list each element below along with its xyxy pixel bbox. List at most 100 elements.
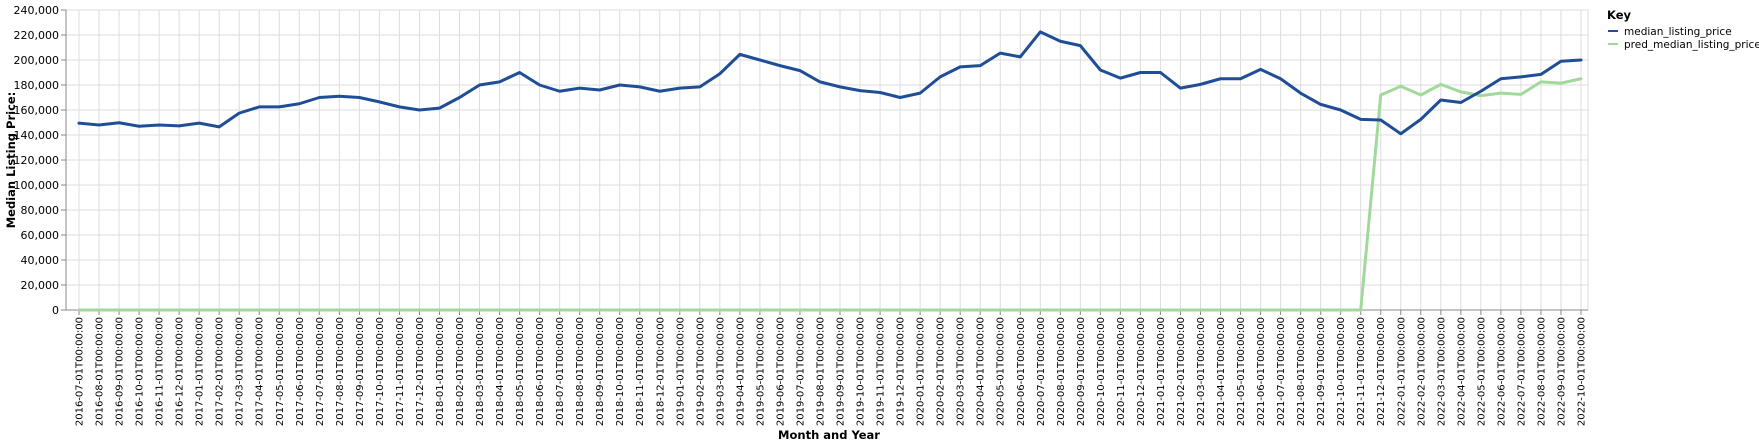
series-pred-median-listing-price <box>77 77 1583 312</box>
data-point <box>999 52 1001 54</box>
data-point <box>418 309 420 311</box>
data-point <box>398 106 400 108</box>
x-tick-label: 2021-05-01T00:00:00 <box>1236 317 1247 426</box>
data-point <box>1360 118 1362 120</box>
data-point <box>619 84 621 86</box>
x-tick-label: 2020-07-01T00:00:00 <box>1036 317 1047 426</box>
data-point <box>799 69 801 71</box>
x-tick-label: 2020-08-01T00:00:00 <box>1056 317 1067 426</box>
data-point <box>759 59 761 61</box>
data-point <box>779 309 781 311</box>
data-point <box>1339 309 1341 311</box>
x-tick-label: 2019-01-01T00:00:00 <box>675 317 686 426</box>
legend-item: median_listing_price <box>1608 26 1732 38</box>
data-point <box>318 309 320 311</box>
data-point <box>879 309 881 311</box>
x-tick-label: 2017-06-01T00:00:00 <box>295 317 306 426</box>
data-point <box>699 309 701 311</box>
x-axis: 2016-07-01T00:00:00 2016-08-01T00:00:00 20… <box>66 309 1588 426</box>
data-point <box>1580 59 1582 61</box>
y-tick-label: 20,000 <box>21 279 60 292</box>
data-point <box>1520 76 1522 78</box>
data-point <box>458 309 460 311</box>
data-point <box>859 309 861 311</box>
x-tick-label: 2018-12-01T00:00:00 <box>655 317 666 426</box>
data-point <box>939 76 941 78</box>
data-point <box>1239 309 1241 311</box>
data-point <box>1380 119 1382 121</box>
data-point <box>558 90 560 92</box>
y-tick-label: 140,000 <box>14 129 60 142</box>
data-point <box>318 96 320 98</box>
data-point <box>278 106 280 108</box>
data-point <box>578 87 580 89</box>
data-point <box>198 309 200 311</box>
data-point <box>98 309 100 311</box>
legend-label: pred_median_listing_price <box>1624 39 1759 51</box>
x-tick-label: 2018-02-01T00:00:00 <box>455 317 466 426</box>
data-point <box>1119 77 1121 79</box>
data-point <box>1299 92 1301 94</box>
y-tick-label: 240,000 <box>14 4 60 17</box>
data-point <box>739 53 741 55</box>
data-point <box>1179 309 1181 311</box>
x-tick-label: 2017-05-01T00:00:00 <box>275 317 286 426</box>
x-tick-label: 2018-08-01T00:00:00 <box>575 317 586 426</box>
data-point <box>1039 31 1041 33</box>
data-point <box>338 95 340 97</box>
x-tick-label: 2018-03-01T00:00:00 <box>475 317 486 426</box>
data-point <box>378 309 380 311</box>
data-point <box>1400 85 1402 87</box>
data-point <box>799 309 801 311</box>
y-tick-label: 160,000 <box>14 104 60 117</box>
x-tick-label: 2019-02-01T00:00:00 <box>695 317 706 426</box>
x-tick-label: 2022-07-01T00:00:00 <box>1516 317 1527 426</box>
x-tick-label: 2017-08-01T00:00:00 <box>335 317 346 426</box>
y-tick-label: 120,000 <box>14 154 60 167</box>
x-tick-label: 2017-10-01T00:00:00 <box>375 317 386 426</box>
data-point <box>258 309 260 311</box>
data-point <box>138 309 140 311</box>
x-tick-label: 2021-08-01T00:00:00 <box>1296 317 1307 426</box>
data-point <box>779 64 781 66</box>
x-tick-label: 2021-06-01T00:00:00 <box>1256 317 1267 426</box>
data-point <box>538 309 540 311</box>
data-point <box>1500 78 1502 80</box>
y-tick-label: 60,000 <box>21 229 60 242</box>
x-tick-label: 2019-12-01T00:00:00 <box>896 317 907 426</box>
data-point <box>578 309 580 311</box>
data-point <box>1360 309 1362 311</box>
x-tick-label: 2022-03-01T00:00:00 <box>1436 317 1447 426</box>
x-tick-label: 2020-05-01T00:00:00 <box>996 317 1007 426</box>
data-point <box>1420 94 1422 96</box>
data-point <box>819 81 821 83</box>
legend-title: Key <box>1607 8 1632 22</box>
legend-item: pred_median_listing_price <box>1608 39 1759 51</box>
data-point <box>1199 83 1201 85</box>
data-point <box>198 122 200 124</box>
series-line <box>77 30 1583 136</box>
data-point <box>138 125 140 127</box>
data-point <box>1159 71 1161 73</box>
data-point <box>919 92 921 94</box>
data-point <box>659 90 661 92</box>
data-point <box>158 124 160 126</box>
x-tick-label: 2022-05-01T00:00:00 <box>1476 317 1487 426</box>
y-tick-label: 40,000 <box>21 254 60 267</box>
data-point <box>1079 44 1081 46</box>
x-tick-label: 2016-12-01T00:00:00 <box>175 317 186 426</box>
x-tick-label: 2018-05-01T00:00:00 <box>515 317 526 426</box>
x-tick-label: 2021-03-01T00:00:00 <box>1196 317 1207 426</box>
x-tick-label: 2021-12-01T00:00:00 <box>1376 317 1387 426</box>
x-tick-label: 2017-01-01T00:00:00 <box>195 317 206 426</box>
x-tick-label: 2018-09-01T00:00:00 <box>595 317 606 426</box>
data-point <box>959 309 961 311</box>
data-point <box>1139 71 1141 73</box>
x-tick-label: 2021-10-01T00:00:00 <box>1336 317 1347 426</box>
x-tick-label: 2016-09-01T00:00:00 <box>115 317 126 426</box>
data-point <box>98 124 100 126</box>
y-tick-label: 80,000 <box>21 204 60 217</box>
data-point <box>518 309 520 311</box>
x-tick-label: 2022-08-01T00:00:00 <box>1536 317 1547 426</box>
